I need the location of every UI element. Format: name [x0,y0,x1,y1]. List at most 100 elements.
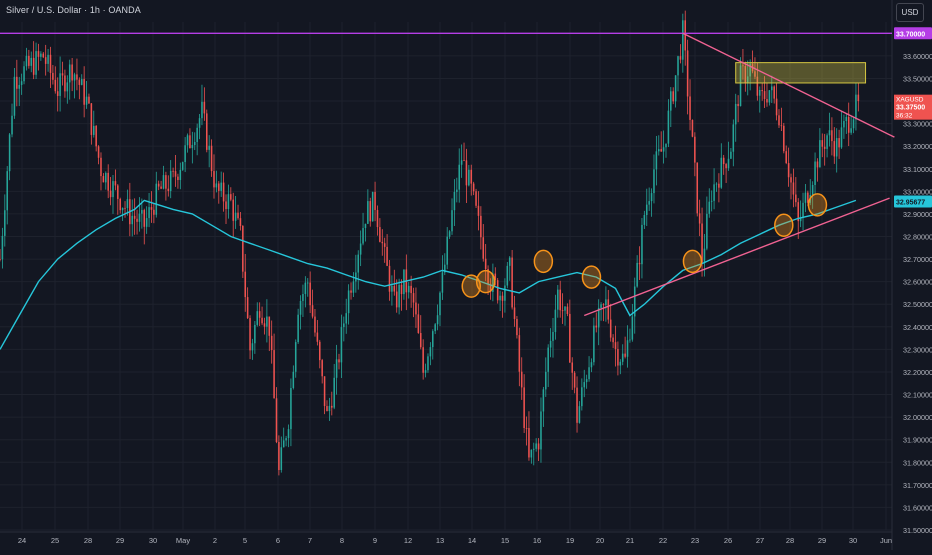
circle-marker-icon[interactable] [807,193,828,217]
candle-body [114,181,117,186]
supply-zone-box[interactable] [735,62,867,84]
candle-body [323,376,326,407]
candle-body [290,388,292,430]
candle-body [246,297,249,319]
candle-body [446,236,448,265]
candle-body [220,182,222,191]
candle-body [734,103,737,125]
candle-body [100,157,102,177]
candle-body [845,116,848,122]
candle-body [37,51,40,57]
candle-body [520,371,523,388]
candle-body [698,213,701,224]
candle-body [569,313,571,363]
circle-marker-icon[interactable] [461,274,481,298]
candle-body [90,103,93,135]
candle-body [542,389,545,412]
candle-body [242,225,244,272]
candle-body [355,272,357,282]
x-axis-tick-label: 19 [566,536,574,545]
candle-body [357,254,360,273]
candle-body [379,227,381,242]
x-axis-tick-label: 14 [468,536,476,545]
candle-body [133,215,136,219]
resistance-price-label: 33.70000 [896,31,925,38]
candle-body [629,339,631,341]
candle-body [665,143,667,148]
y-axis-tick-label: 32.80000 [903,232,932,241]
x-axis-tick-label: 12 [404,536,412,545]
candle-body [4,210,6,236]
x-axis-tick-label: 15 [501,536,509,545]
candle-body [660,149,662,152]
candle-body [44,57,47,64]
candle-body [11,115,13,135]
circle-marker-icon[interactable] [774,213,794,237]
candle-body [645,204,648,216]
candle-body [415,302,417,315]
candle-body [638,262,641,265]
candle-body [823,146,826,149]
candle-body [102,176,105,183]
circle-marker-icon[interactable] [533,249,554,274]
x-axis-tick-label: 23 [691,536,699,545]
candle-body [456,189,458,192]
y-axis-tick-label: 31.70000 [903,481,932,490]
candle-body [835,138,838,157]
x-axis-tick-label: 30 [849,536,857,545]
candle-body [790,177,792,183]
candle-body [388,265,391,292]
candle-body [448,231,451,237]
candle-body [838,138,840,148]
candle-body [275,398,278,443]
candle-body [686,50,689,97]
x-axis-tick-label: 29 [116,536,124,545]
candle-body [285,438,287,441]
candle-body [306,282,309,284]
candle-body [513,307,516,320]
candle-body [532,448,535,450]
circle-marker-icon[interactable] [475,269,496,294]
chart-title: Silver / U.S. Dollar · 1h · OANDA [6,5,141,15]
candle-body [544,371,547,390]
y-axis-tick-label: 32.00000 [903,413,932,422]
candle-body [484,258,487,269]
candle-body [508,257,511,266]
y-axis-tick-label: 31.80000 [903,458,932,467]
candle-body [749,63,751,77]
candle-body [468,169,470,186]
candle-body [165,175,167,189]
candle-body [191,144,194,149]
candle-body [273,350,275,399]
candle-body [391,285,393,292]
candle-body [528,428,530,458]
candle-body [797,202,800,222]
candle-body [511,257,513,308]
upper-trendline[interactable] [682,32,895,138]
candle-body [359,243,362,255]
y-axis-tick-label: 32.90000 [903,210,932,219]
candle-body [754,71,756,77]
candle-body [737,103,739,107]
candle-body [71,64,73,81]
candle-body [234,212,237,221]
candle-body [617,349,619,366]
candle-body [0,259,1,260]
candle-body [564,306,566,311]
candle-body [672,91,674,102]
candle-body [333,377,335,408]
circle-marker-icon[interactable] [682,249,703,274]
moving-average-line[interactable] [0,199,857,350]
currency-button[interactable]: USD [896,3,924,22]
candle-body [49,54,52,73]
candle-body [460,160,463,165]
candle-body [280,447,283,471]
candle-body [609,319,612,338]
candle-body [157,183,160,187]
x-axis-tick-label: 22 [659,536,667,545]
lower-trendline[interactable] [583,197,890,317]
candle-body [350,290,352,293]
circle-marker-icon[interactable] [581,265,602,289]
